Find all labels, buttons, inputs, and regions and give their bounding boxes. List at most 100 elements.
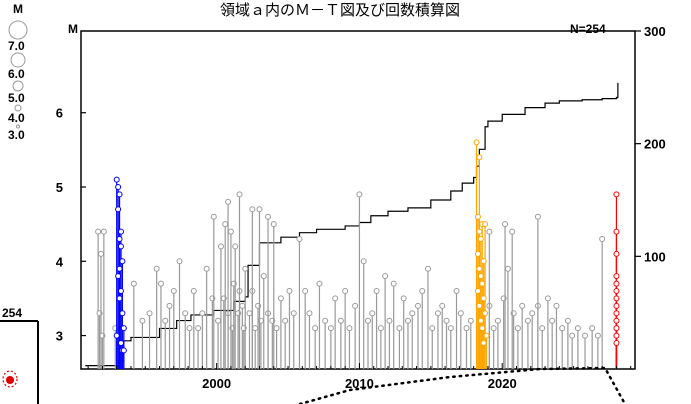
event-point <box>346 325 353 332</box>
event-point <box>474 288 481 294</box>
event-point <box>116 295 123 302</box>
event-point <box>117 288 124 294</box>
event-point <box>414 302 421 309</box>
event-point <box>539 325 546 332</box>
legend-label: 3.0 <box>8 128 25 142</box>
event-point <box>120 347 127 354</box>
event-point <box>100 228 107 235</box>
event-point <box>476 302 483 309</box>
event-point <box>342 288 349 294</box>
event-point <box>215 317 222 324</box>
x-axis: 2000 2010 2020 <box>87 363 632 391</box>
event-point <box>483 332 490 339</box>
event-point <box>453 288 460 294</box>
legend-circle <box>12 80 24 92</box>
x-tick-label: 2000 <box>202 376 231 391</box>
event-point <box>119 310 126 317</box>
epicenter-marker <box>2 370 18 388</box>
event-point <box>232 243 239 250</box>
event-point <box>473 139 480 146</box>
event-point <box>356 191 363 198</box>
event-point <box>265 213 272 220</box>
event-point <box>476 154 483 161</box>
event-point <box>115 184 122 190</box>
event-point <box>613 273 620 280</box>
event-point <box>166 302 173 309</box>
event-point <box>613 228 620 235</box>
event-point <box>286 288 293 294</box>
event-point <box>467 317 474 324</box>
event-point <box>534 213 541 220</box>
y2-tick-label: 300 <box>644 24 666 39</box>
event-point <box>390 280 397 287</box>
y2-tick-label: 100 <box>644 249 666 264</box>
event-point <box>502 221 509 228</box>
event-series-0 <box>95 191 606 369</box>
event-point <box>246 310 253 317</box>
event-point <box>273 325 280 332</box>
event-point <box>396 325 403 332</box>
event-point <box>236 191 243 198</box>
event-point <box>474 213 481 220</box>
event-point <box>210 213 217 220</box>
legend-circle <box>10 52 26 68</box>
event-point <box>260 273 267 280</box>
event-point <box>476 265 483 272</box>
event-point <box>217 243 224 250</box>
x-tick-label: 2020 <box>488 376 517 391</box>
event-point <box>227 228 234 235</box>
event-point <box>479 325 486 332</box>
event-point <box>117 228 124 235</box>
event-point <box>146 310 153 317</box>
event-point <box>494 317 501 324</box>
event-point <box>95 228 102 235</box>
event-point <box>574 325 581 332</box>
event-point <box>613 325 620 332</box>
event-point <box>153 265 160 272</box>
event-point <box>549 317 556 324</box>
event-point <box>120 325 127 332</box>
event-point <box>322 317 329 324</box>
event-point <box>613 317 620 324</box>
event-point <box>332 295 339 302</box>
event-series-1 <box>113 176 127 369</box>
event-point <box>249 206 256 213</box>
event-point <box>613 288 620 294</box>
event-point <box>225 198 232 205</box>
event-point <box>373 288 380 294</box>
event-point <box>222 221 229 228</box>
legend-label: 7.0 <box>8 39 25 53</box>
event-point <box>130 280 137 287</box>
event-point <box>170 288 177 294</box>
event-point <box>477 236 484 242</box>
event-point <box>242 265 249 272</box>
event-point <box>157 280 164 287</box>
legend-circle <box>14 104 22 112</box>
event-point <box>296 236 303 242</box>
event-point <box>529 310 536 317</box>
y-tick-label: 4 <box>56 254 64 269</box>
event-point <box>582 332 589 339</box>
event-point <box>613 191 620 198</box>
event-point <box>504 265 511 272</box>
event-point <box>419 288 426 294</box>
event-point <box>162 317 169 324</box>
legend-label: 6.0 <box>8 67 25 81</box>
event-point <box>252 325 259 332</box>
event-point <box>382 273 389 280</box>
event-point <box>486 228 493 235</box>
event-point <box>364 317 371 324</box>
event-point <box>139 317 146 324</box>
event-point <box>117 340 124 346</box>
event-point <box>447 325 454 332</box>
event-point <box>327 325 334 332</box>
event-point <box>479 280 486 287</box>
event-point <box>480 258 487 265</box>
event-point <box>480 295 487 302</box>
event-point <box>490 325 497 332</box>
event-point <box>482 221 489 228</box>
y-tick-label: 5 <box>56 180 63 195</box>
event-point <box>360 258 367 265</box>
cumulative-count-curve <box>85 82 619 367</box>
event-point <box>429 325 436 332</box>
